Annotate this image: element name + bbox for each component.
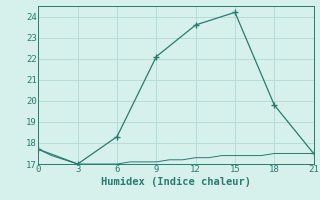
X-axis label: Humidex (Indice chaleur): Humidex (Indice chaleur) xyxy=(101,177,251,187)
